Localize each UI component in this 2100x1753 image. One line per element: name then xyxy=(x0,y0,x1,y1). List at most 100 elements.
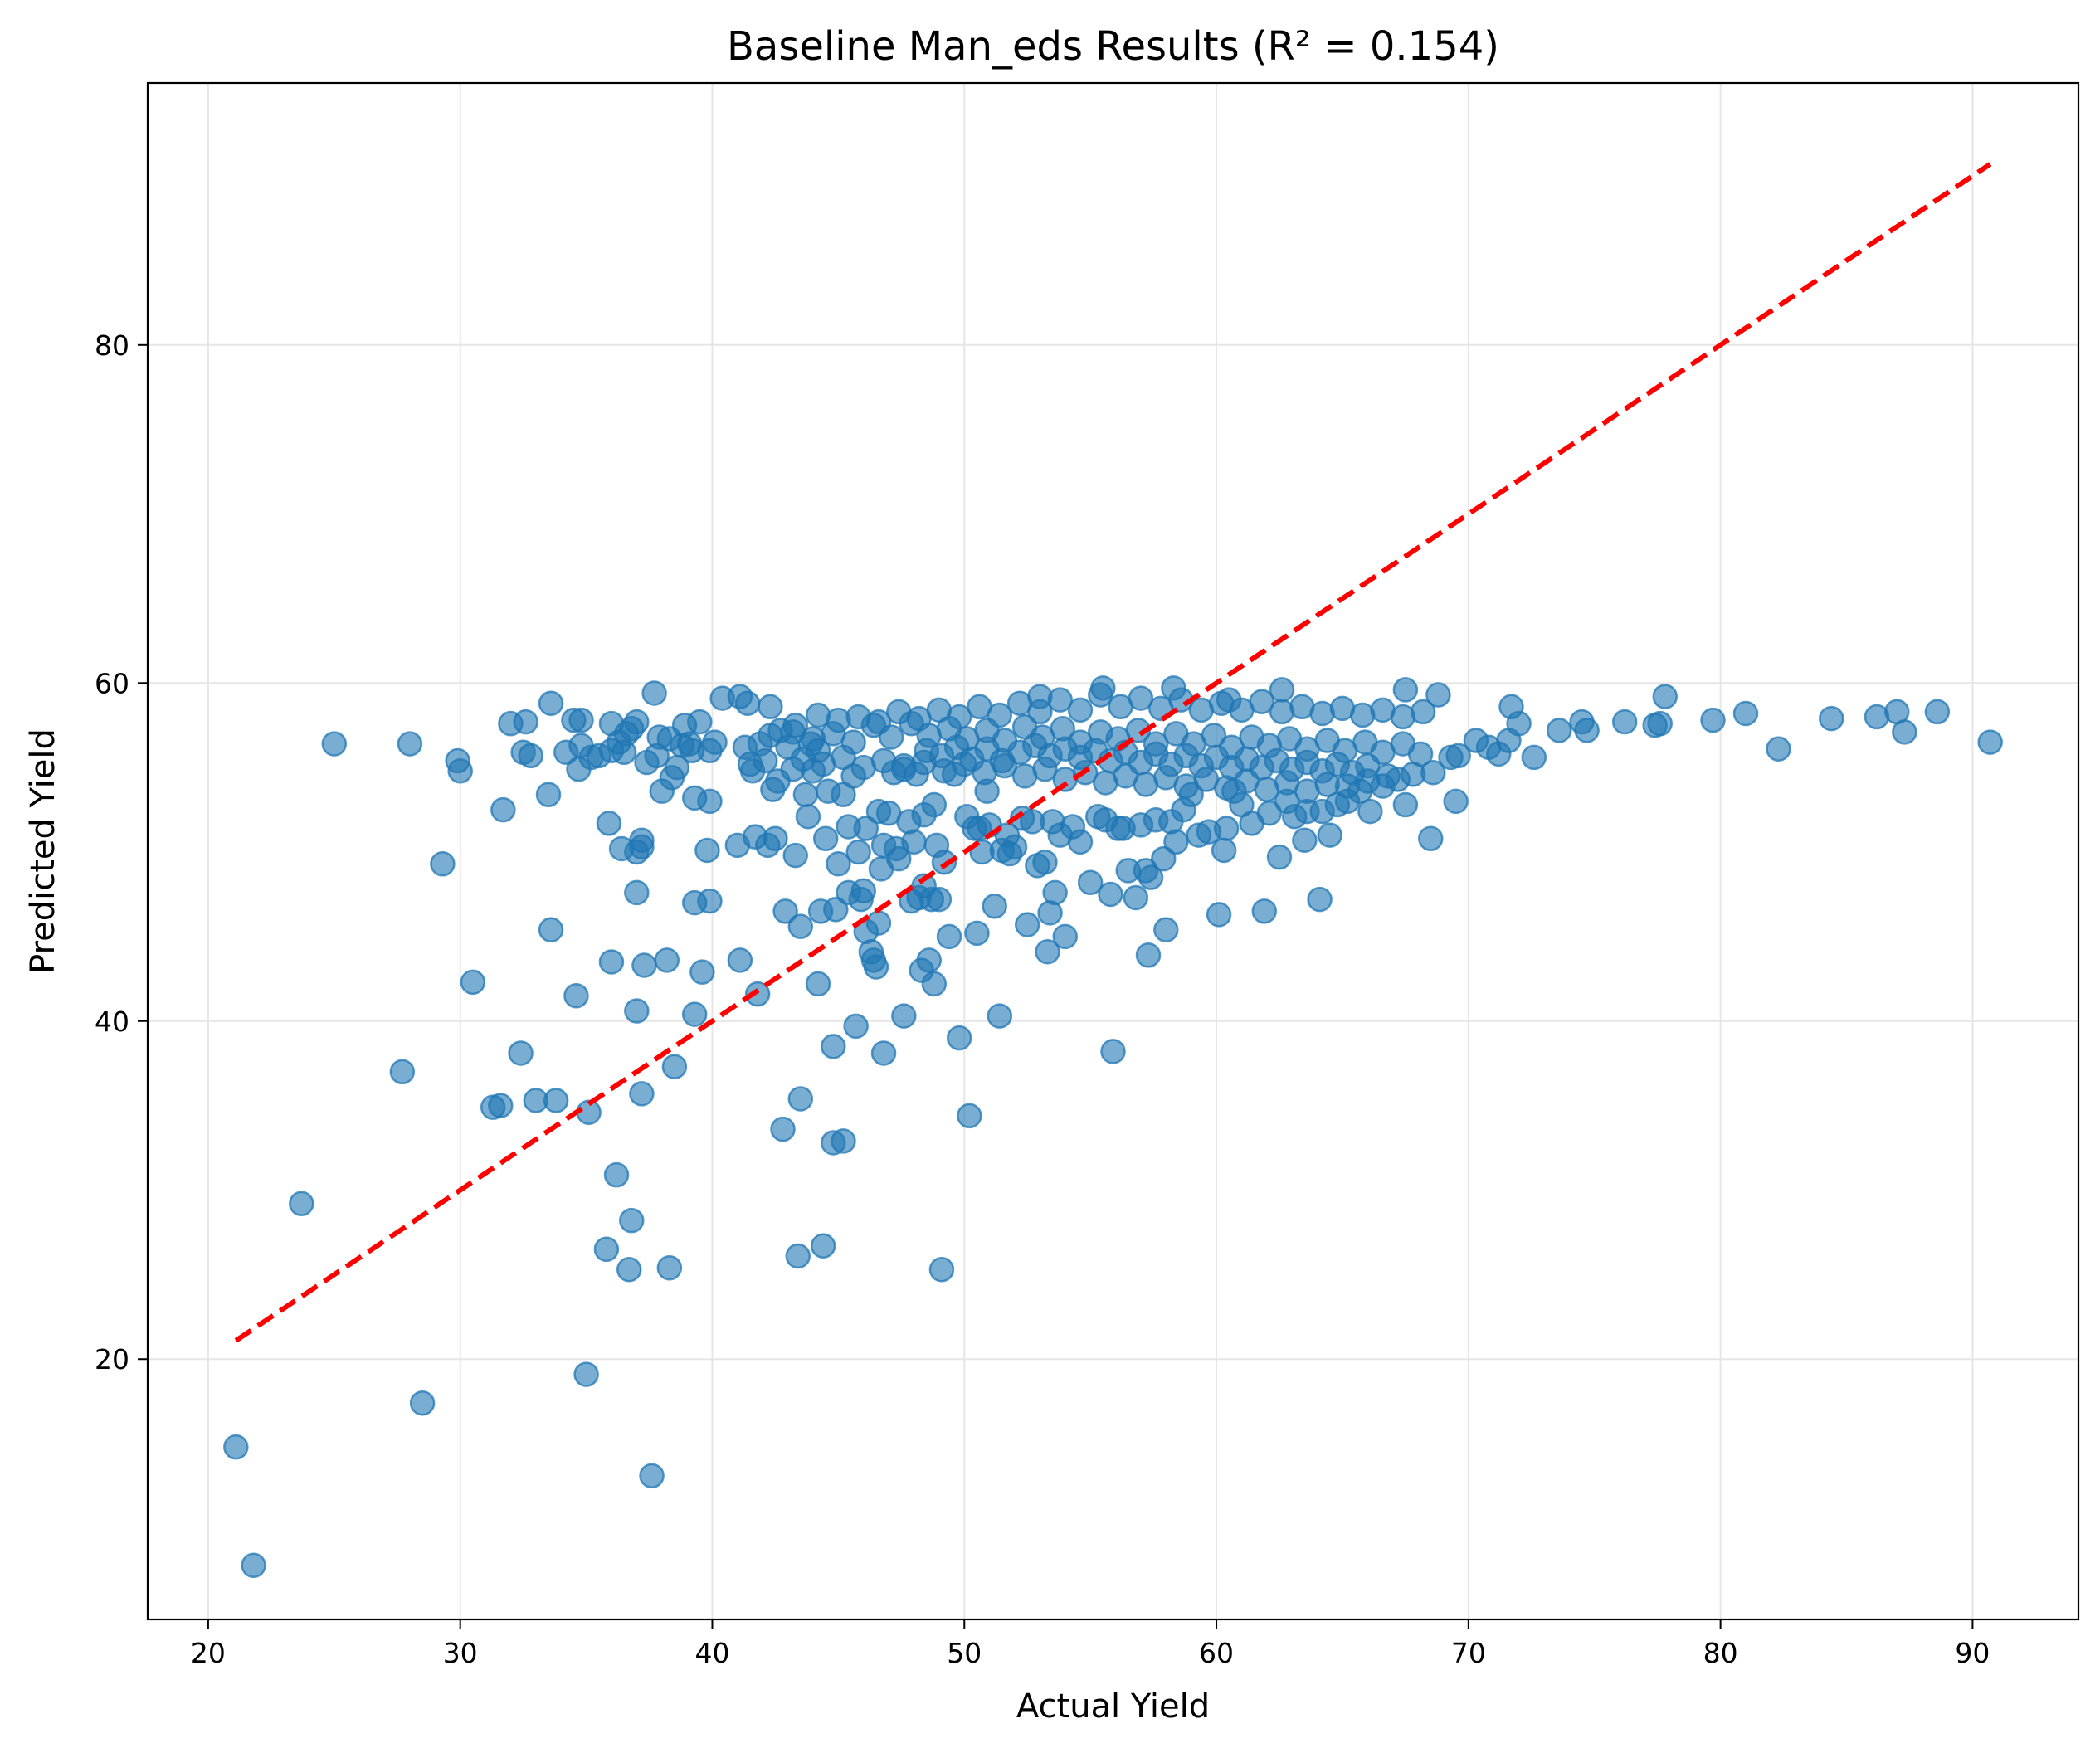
scatter-point xyxy=(1161,675,1186,701)
scatter-point xyxy=(241,1552,266,1579)
scatter-point xyxy=(389,1059,416,1085)
x-tick-label: 80 xyxy=(1703,1637,1738,1669)
scatter-point xyxy=(694,837,720,864)
y-tick-label: 60 xyxy=(95,667,129,699)
scatter-point xyxy=(946,704,972,730)
points-layer xyxy=(223,675,2003,1579)
scatter-point xyxy=(946,1025,972,1051)
scatter-point xyxy=(1067,697,1094,723)
scatter-point xyxy=(926,886,953,913)
scatter-point xyxy=(460,969,486,996)
scatter-point xyxy=(772,898,798,924)
scatter-point xyxy=(891,1003,917,1029)
scatter-point xyxy=(1375,763,1401,789)
scatter-point xyxy=(744,981,771,1007)
scatter-point xyxy=(321,731,348,757)
scatter-point xyxy=(886,845,912,872)
scatter-point xyxy=(870,1040,897,1066)
scatter-point xyxy=(689,959,715,985)
scatter-point xyxy=(1307,886,1333,913)
scatter-point xyxy=(1213,816,1240,841)
scatter-point xyxy=(805,971,831,997)
scatter-point xyxy=(1420,760,1446,786)
scatter-point xyxy=(409,1390,436,1416)
scatter-point xyxy=(1357,798,1383,825)
scatter-point xyxy=(624,998,650,1024)
scatter-point xyxy=(1135,942,1162,968)
y-tick-label: 40 xyxy=(95,1006,129,1038)
scatter-point xyxy=(931,849,957,875)
scatter-point xyxy=(916,947,942,973)
scatter-point xyxy=(1138,864,1164,890)
scatter-point xyxy=(853,816,879,841)
scatter-point xyxy=(1924,699,1951,725)
scatter-point xyxy=(734,690,761,716)
scatter-point xyxy=(1443,788,1469,815)
scatter-point xyxy=(901,829,927,855)
scatter-point xyxy=(576,1099,602,1126)
x-tick-label: 20 xyxy=(191,1637,226,1669)
scatter-point xyxy=(1153,917,1179,942)
scatter-point xyxy=(921,971,948,997)
scatter-point xyxy=(1892,719,1917,745)
scatter-point xyxy=(1292,827,1318,854)
scatter-point xyxy=(1206,902,1232,928)
scatter-point xyxy=(982,893,1007,919)
scatter-point xyxy=(598,949,625,975)
scatter-point xyxy=(447,757,473,784)
scatter-point xyxy=(928,1257,955,1283)
scatter-point xyxy=(987,1003,1013,1029)
scatter-point xyxy=(518,743,544,769)
scatter-point xyxy=(1001,834,1028,860)
scatter-point xyxy=(573,1361,599,1387)
scatter-point xyxy=(702,729,728,755)
scatter-point xyxy=(629,834,655,860)
scatter-point xyxy=(787,913,814,939)
scatter-point xyxy=(843,1013,869,1040)
x-tick-label: 30 xyxy=(443,1637,478,1669)
scatter-point xyxy=(289,1191,314,1217)
scatter-point xyxy=(1425,682,1451,708)
scatter-point xyxy=(1090,675,1116,701)
scatter-point xyxy=(785,1243,811,1269)
scatter-point xyxy=(863,954,889,980)
scatter-point xyxy=(763,825,788,851)
scatter-point xyxy=(1392,791,1419,818)
y-axis-label: Predicted Yield xyxy=(24,728,62,974)
scatter-point xyxy=(661,1054,688,1080)
scatter-point xyxy=(656,1254,683,1281)
scatter-point xyxy=(753,747,778,774)
y-tick-label: 20 xyxy=(95,1343,129,1376)
scatter-point xyxy=(687,709,713,735)
scatter-point xyxy=(1392,677,1419,703)
scatter-point xyxy=(639,1463,665,1489)
scatter-point xyxy=(488,1093,514,1118)
scatter-point xyxy=(697,788,723,815)
plot-frame xyxy=(146,81,2080,1621)
scatter-point xyxy=(1077,869,1104,895)
scatter-point xyxy=(821,1034,846,1059)
scatter-point xyxy=(596,811,622,836)
x-tick-label: 70 xyxy=(1451,1637,1486,1669)
scatter-point xyxy=(641,680,667,706)
scatter-point xyxy=(795,803,821,830)
scatter-point xyxy=(508,1040,534,1066)
scatter-point xyxy=(1977,729,2003,755)
scatter-point xyxy=(770,1116,796,1142)
scatter-point xyxy=(831,744,856,771)
scatter-point xyxy=(1027,684,1053,709)
scatter-point xyxy=(513,709,538,735)
scatter-point xyxy=(1521,744,1547,771)
scatter-point xyxy=(1035,938,1060,965)
scatter-point xyxy=(654,947,680,973)
scatter-point xyxy=(812,825,839,851)
scatter-point xyxy=(619,1207,645,1234)
scatter-point xyxy=(697,888,723,914)
scatter-point xyxy=(831,1128,856,1154)
scatter-point xyxy=(1052,923,1079,950)
x-tick-label: 90 xyxy=(1955,1637,1990,1669)
scatter-point xyxy=(1211,837,1237,864)
scatter-point xyxy=(1317,822,1343,848)
